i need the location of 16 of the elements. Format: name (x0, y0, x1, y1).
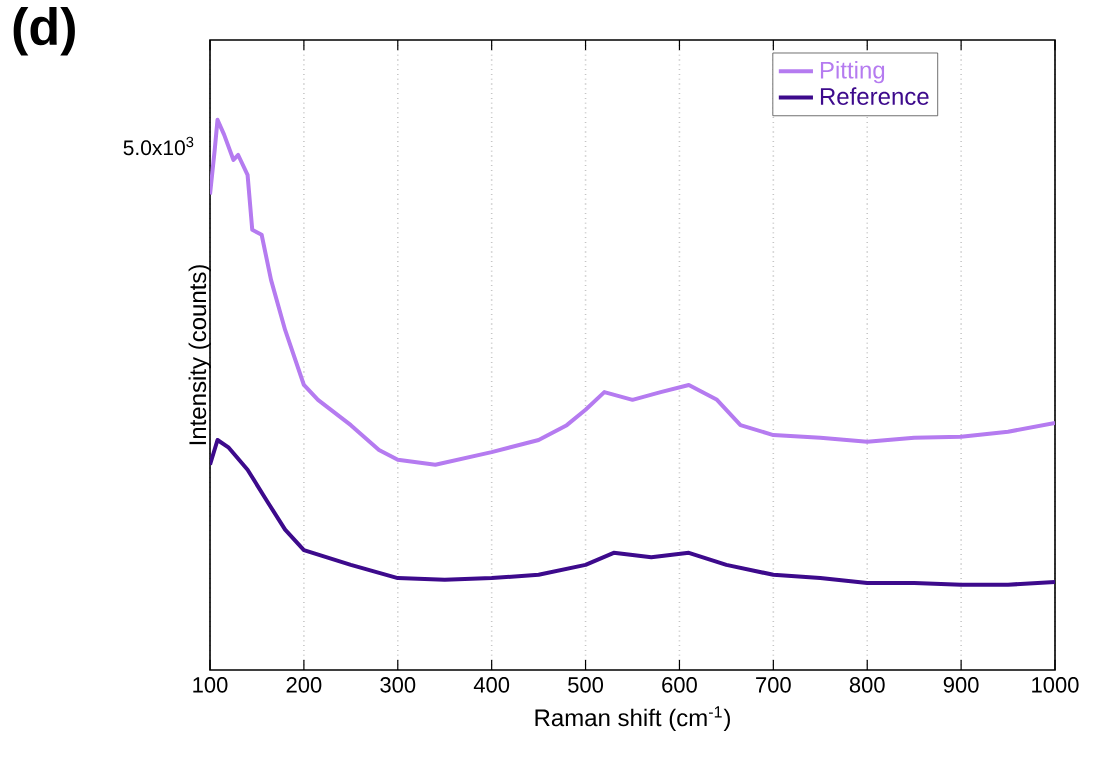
y-axis-title: Intensity (counts) (188, 265, 211, 445)
x-tick-label: 400 (473, 677, 510, 693)
x-tick-label: 500 (568, 677, 604, 693)
x-tick-label: 900 (943, 677, 979, 693)
x-tick-label: 600 (662, 677, 697, 693)
x-tick-label: 200 (286, 677, 322, 693)
x-tick-label: 700 (756, 677, 791, 693)
x-tick-label: 300 (380, 677, 416, 693)
legend-label: Reference (820, 87, 929, 105)
x-tick-label: 800 (849, 677, 885, 693)
x-axis-title: Raman shift (cm$^{-1}$) (535, 706, 730, 732)
text: (d) (13, 7, 75, 56)
text: 5.0x10$^{3}$ (123, 136, 194, 156)
x-tick-label: 1000 (1032, 677, 1079, 693)
x-tick-label: 100 (193, 677, 228, 693)
legend-label: Pitting (820, 61, 885, 84)
